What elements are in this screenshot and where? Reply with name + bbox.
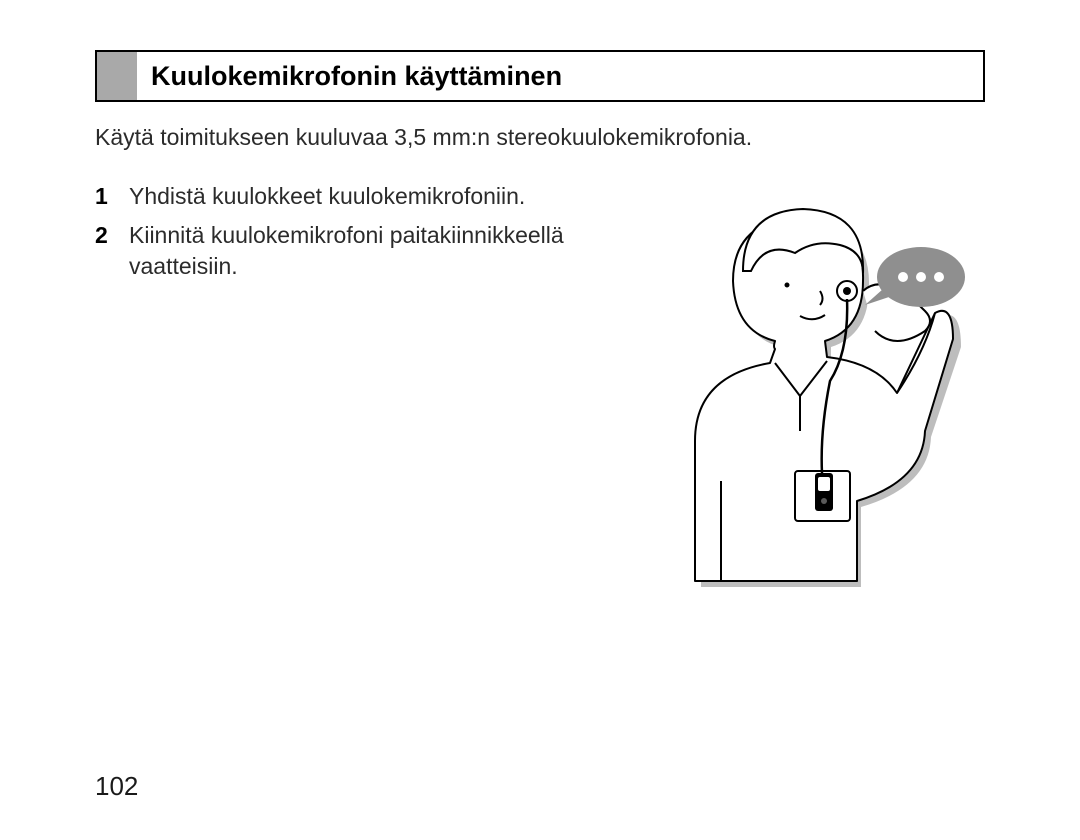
section-heading-bar: Kuulokemikrofonin käyttäminen	[95, 50, 985, 102]
speech-bubble-icon	[865, 247, 965, 307]
content-row: 1 Yhdistä kuulokkeet kuulokemikrofoniin.…	[95, 181, 985, 596]
step-text: Yhdistä kuulokkeet kuulokemikrofoniin.	[129, 181, 615, 212]
illustration-person-with-headset	[625, 181, 985, 596]
step-item: 1 Yhdistä kuulokkeet kuulokemikrofoniin.	[95, 181, 615, 212]
step-number: 2	[95, 220, 129, 282]
intro-paragraph: Käytä toimitukseen kuuluvaa 3,5 mm:n ste…	[95, 124, 985, 151]
page-number: 102	[95, 771, 138, 802]
step-text: Kiinnitä kuulokemikrofoni paitakiinnikke…	[129, 220, 615, 282]
heading-tab	[97, 52, 137, 100]
step-number: 1	[95, 181, 129, 212]
step-item: 2 Kiinnitä kuulokemikrofoni paitakiinnik…	[95, 220, 615, 282]
person-headset-icon	[625, 181, 985, 591]
steps-list: 1 Yhdistä kuulokkeet kuulokemikrofoniin.…	[95, 181, 625, 290]
section-title: Kuulokemikrofonin käyttäminen	[137, 52, 562, 100]
